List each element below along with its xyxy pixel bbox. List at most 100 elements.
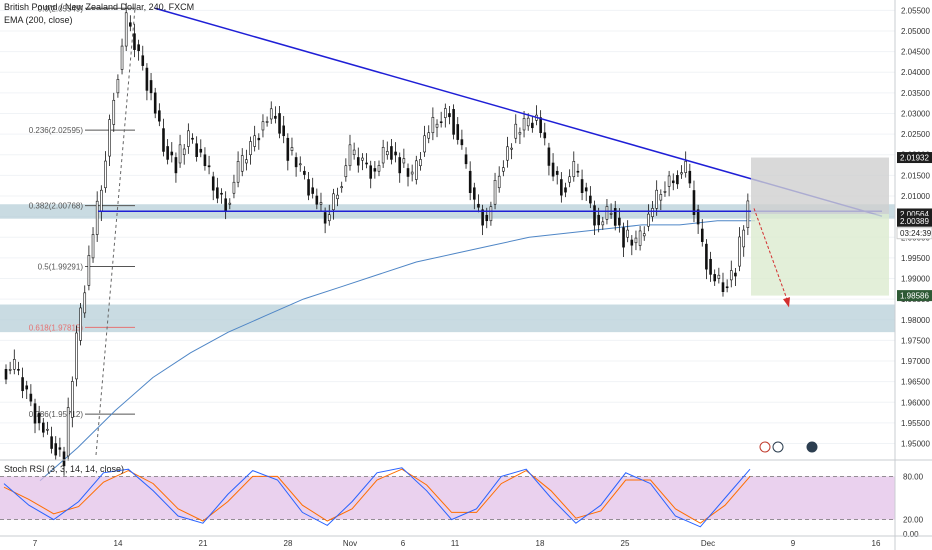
stoch-legend: Stoch RSI (3, 3, 14, 14, close) — [4, 464, 125, 474]
short-position-tool[interactable] — [751, 157, 889, 308]
candle-body — [576, 170, 580, 173]
candle-body — [688, 170, 692, 184]
price-axis[interactable]: 2.05500 2.05000 2.04500 2.04000 2.03500 2.030… — [894, 0, 932, 550]
candle-body — [203, 154, 207, 167]
time-axis[interactable]: 7 14 21 28 Nov 6 11 18 25 Dec 9 16 — [0, 535, 932, 548]
candle-body — [742, 229, 746, 248]
candle-body — [659, 194, 663, 201]
candle-body — [676, 175, 679, 185]
time-tick-label: 21 — [199, 539, 208, 548]
price-tick-label: 2.01000 — [901, 192, 930, 201]
candle-body — [394, 151, 397, 156]
price-badge-label: 2.01932 — [900, 154, 929, 163]
candle-body — [4, 368, 8, 380]
candle-body — [307, 179, 310, 196]
candle-body — [178, 144, 182, 164]
candle-body — [477, 203, 480, 208]
candle-body — [195, 143, 198, 157]
candle-body — [746, 200, 750, 228]
candle-body — [419, 159, 422, 167]
arrow-head-icon — [783, 297, 790, 308]
candle-body — [700, 228, 704, 242]
candle-body — [721, 282, 725, 293]
candle-body — [663, 191, 667, 193]
candle-body — [452, 109, 455, 135]
flag-icon-nz[interactable] — [806, 441, 818, 453]
candle-body — [54, 443, 58, 456]
fibonacci-retracement[interactable]: 0.0(2.05549) 0.236(2.02595) 0.382(2.00768)… — [29, 4, 136, 456]
candle-body — [174, 157, 178, 174]
support-resistance-zones — [0, 204, 895, 333]
price-badge-label: 1.98586 — [900, 292, 929, 301]
candle-body — [104, 160, 107, 189]
candle-body — [50, 436, 53, 449]
candle-body — [153, 92, 157, 114]
candle-body — [240, 155, 244, 172]
candle-body — [464, 154, 468, 165]
time-tick-label: 18 — [536, 539, 545, 548]
candle-body — [431, 117, 435, 134]
flag-icon-gb[interactable] — [772, 441, 784, 453]
candle-body — [485, 214, 489, 222]
stoch-level-label: 20.00 — [903, 516, 924, 525]
candle-body — [489, 206, 493, 222]
candle-body — [145, 67, 149, 91]
candle-body — [414, 160, 418, 180]
candle-body — [369, 165, 373, 179]
candle-body — [141, 55, 145, 66]
candle-body — [100, 189, 103, 212]
fib-level-label: 0.5(1.99291) — [38, 263, 84, 272]
candle-body — [502, 167, 505, 172]
time-tick-label: 6 — [401, 539, 406, 548]
candle-body — [66, 407, 70, 457]
time-tick-label: 11 — [451, 539, 460, 548]
candle-body — [543, 132, 547, 139]
candle-body — [365, 162, 368, 165]
candle-body — [361, 157, 364, 161]
candle-body — [493, 180, 497, 205]
candle-body — [25, 385, 29, 390]
candle-body — [655, 189, 658, 209]
candle-body — [29, 393, 33, 402]
economic-events[interactable] — [759, 441, 818, 453]
candle-body — [87, 255, 91, 286]
candle-body — [547, 147, 551, 166]
candle-body — [274, 115, 277, 119]
take-profit-zone — [751, 213, 889, 296]
candle-body — [692, 190, 696, 215]
price-tick-label: 1.96500 — [901, 378, 930, 387]
candle-body — [286, 137, 290, 161]
fib-trend-line — [95, 8, 136, 456]
price-tick-label: 1.95500 — [901, 419, 930, 428]
candle-body — [539, 117, 542, 134]
price-tick-label: 2.04000 — [901, 68, 930, 77]
candle-body — [481, 209, 484, 226]
candle-body — [647, 213, 650, 227]
candle-body — [439, 121, 443, 124]
price-tick-label: 1.98000 — [901, 316, 930, 325]
candle-body — [568, 176, 571, 183]
flag-icon-gb[interactable] — [759, 441, 771, 453]
candle-body — [506, 146, 509, 161]
candle-body — [170, 151, 174, 156]
candle-body — [377, 165, 381, 172]
candle-body — [531, 122, 534, 129]
candle-body — [410, 171, 414, 175]
candle-body — [37, 413, 41, 424]
candle-body — [460, 139, 464, 146]
candle-body — [618, 217, 621, 226]
price-tick-label: 2.03500 — [901, 89, 930, 98]
candle-body — [352, 149, 356, 156]
candle-body — [75, 332, 78, 380]
candle-body — [311, 187, 314, 194]
candle-body — [705, 243, 708, 270]
candle-body — [133, 33, 136, 50]
candle-body — [560, 179, 563, 196]
projection-arrow — [753, 208, 789, 303]
candle-body — [584, 187, 588, 192]
candlesticks — [4, 2, 750, 476]
candle-body — [642, 233, 646, 237]
candle-body — [667, 175, 671, 187]
price-tick-label: 2.03000 — [901, 109, 930, 118]
